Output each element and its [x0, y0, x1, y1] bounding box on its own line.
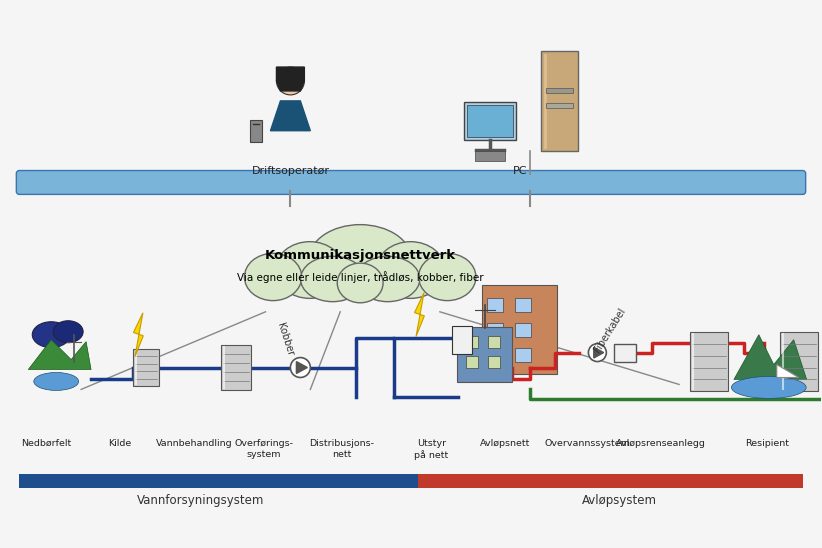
FancyBboxPatch shape — [614, 344, 636, 362]
Ellipse shape — [301, 256, 365, 301]
FancyBboxPatch shape — [780, 332, 818, 391]
Text: Overvannssystem: Overvannssystem — [544, 439, 630, 448]
Text: Via egne eller leide linjer, trådløs, kobber, fiber: Via egne eller leide linjer, trådløs, ko… — [237, 271, 483, 283]
Polygon shape — [593, 347, 603, 358]
FancyBboxPatch shape — [467, 105, 513, 136]
Text: Overførings-
system: Overførings- system — [234, 439, 293, 459]
FancyBboxPatch shape — [475, 151, 505, 161]
Ellipse shape — [356, 256, 420, 301]
Ellipse shape — [53, 321, 83, 342]
Text: Kilde: Kilde — [109, 439, 132, 448]
Polygon shape — [276, 67, 304, 91]
FancyBboxPatch shape — [457, 327, 512, 382]
FancyBboxPatch shape — [487, 356, 500, 368]
Polygon shape — [133, 313, 143, 357]
FancyBboxPatch shape — [541, 51, 579, 151]
FancyBboxPatch shape — [515, 347, 530, 362]
Text: Avløpsnett: Avløpsnett — [480, 439, 530, 448]
Text: Resipient: Resipient — [746, 439, 789, 448]
Polygon shape — [777, 364, 799, 378]
FancyBboxPatch shape — [16, 170, 806, 195]
Ellipse shape — [376, 242, 445, 298]
Polygon shape — [414, 293, 424, 336]
FancyBboxPatch shape — [487, 323, 503, 336]
FancyBboxPatch shape — [515, 323, 530, 336]
FancyBboxPatch shape — [487, 298, 503, 312]
Text: Utstyr
på nett: Utstyr på nett — [414, 439, 449, 460]
FancyBboxPatch shape — [220, 345, 251, 390]
Text: Kobber: Kobber — [275, 322, 295, 357]
FancyBboxPatch shape — [464, 102, 515, 140]
Text: Vannforsyningsystem: Vannforsyningsystem — [137, 494, 265, 507]
Ellipse shape — [337, 263, 383, 303]
Ellipse shape — [275, 242, 344, 298]
Ellipse shape — [34, 373, 79, 390]
FancyBboxPatch shape — [133, 349, 159, 386]
Polygon shape — [28, 340, 91, 369]
Polygon shape — [270, 101, 311, 131]
Text: PC: PC — [512, 165, 527, 175]
Polygon shape — [734, 335, 806, 379]
FancyBboxPatch shape — [487, 336, 500, 347]
Circle shape — [589, 344, 607, 362]
Circle shape — [276, 67, 304, 95]
Text: Distribusjons-
nett: Distribusjons- nett — [309, 439, 374, 459]
Circle shape — [290, 358, 311, 378]
Text: Avløpsystem: Avløpsystem — [582, 494, 657, 507]
Ellipse shape — [244, 253, 302, 301]
Text: Kommunikasjonsnettverk: Kommunikasjonsnettverk — [265, 249, 455, 261]
FancyBboxPatch shape — [418, 474, 802, 488]
Text: Fiberkabel: Fiberkabel — [592, 306, 627, 353]
FancyBboxPatch shape — [487, 347, 503, 362]
FancyBboxPatch shape — [452, 326, 472, 353]
FancyBboxPatch shape — [546, 88, 574, 93]
Ellipse shape — [308, 225, 412, 295]
FancyBboxPatch shape — [466, 336, 478, 347]
FancyBboxPatch shape — [690, 332, 728, 391]
Text: Vannbehandling: Vannbehandling — [155, 439, 233, 448]
Ellipse shape — [732, 376, 806, 398]
FancyBboxPatch shape — [515, 298, 530, 312]
Text: Nedbørfelt: Nedbørfelt — [21, 439, 72, 448]
FancyBboxPatch shape — [20, 474, 418, 488]
FancyBboxPatch shape — [546, 104, 574, 109]
Text: Avløpsrenseanlegg: Avløpsrenseanlegg — [616, 439, 706, 448]
FancyBboxPatch shape — [250, 120, 261, 142]
Ellipse shape — [32, 322, 70, 347]
FancyBboxPatch shape — [466, 356, 478, 368]
FancyBboxPatch shape — [483, 285, 557, 374]
Ellipse shape — [418, 253, 476, 301]
Text: Driftsoperatør: Driftsoperatør — [252, 165, 330, 175]
Polygon shape — [297, 362, 307, 374]
